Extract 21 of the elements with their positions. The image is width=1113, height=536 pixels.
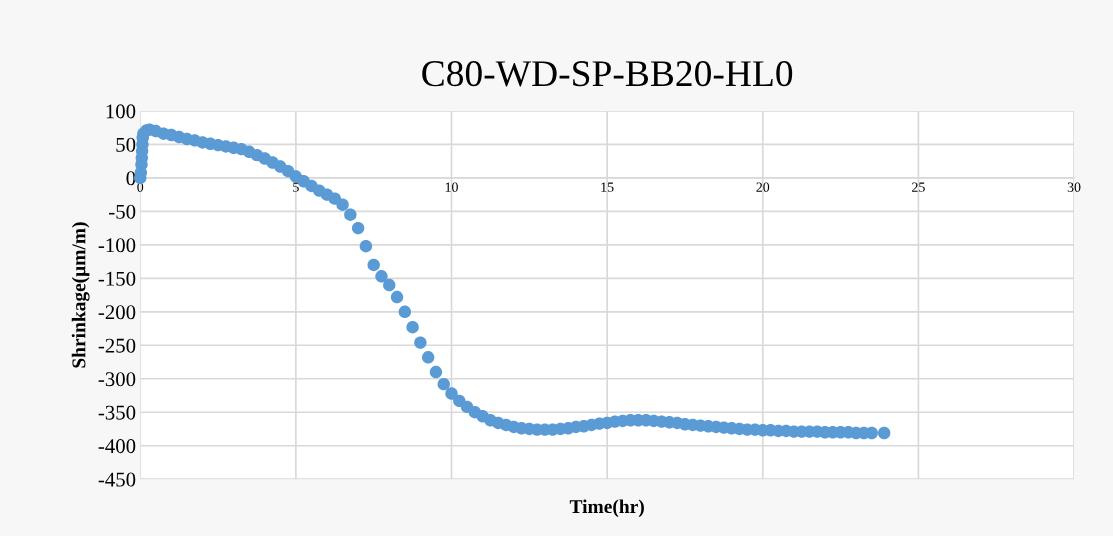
y-tick-label: 100 (106, 104, 136, 119)
y-tick-label: -450 (98, 472, 136, 487)
y-tick-label: -150 (98, 271, 136, 286)
y-tick-label: -300 (98, 372, 136, 387)
x-tick-label: 0 (137, 182, 144, 192)
y-tick-label: -50 (109, 204, 136, 219)
y-tick-label: -100 (98, 238, 136, 253)
x-tick-label: 5 (293, 182, 299, 192)
y-tick-label: -350 (98, 405, 136, 420)
x-tick-label: 25 (912, 182, 925, 192)
y-tick-label: -200 (98, 305, 136, 320)
x-tick-label: 20 (756, 182, 770, 192)
x-tick-label: 30 (1067, 182, 1081, 192)
y-axis-title: Shrinkage(μm/m) (71, 222, 90, 368)
x-tick-label: 15 (601, 182, 614, 192)
y-tick-label: -250 (98, 338, 136, 353)
chart-title: C80-WD-SP-BB20-HL0 (422, 61, 793, 87)
y-tick-label: -400 (98, 439, 136, 454)
y-tick-label: 50 (116, 137, 136, 152)
x-axis-title: Time(hr) (569, 499, 644, 518)
x-tick-label: 10 (445, 182, 458, 192)
